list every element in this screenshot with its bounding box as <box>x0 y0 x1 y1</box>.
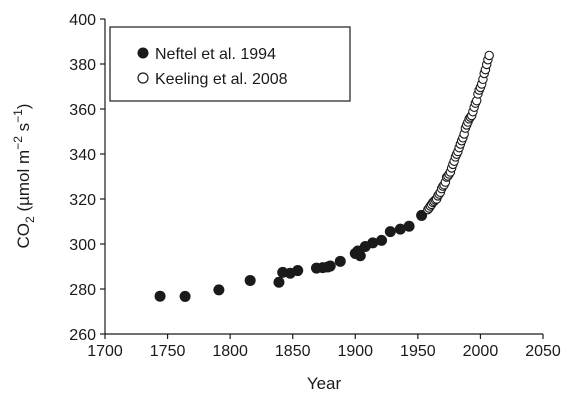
y-tick-label: 340 <box>69 147 96 164</box>
plot-frame <box>104 19 543 335</box>
legend-label-keeling: Keeling et al. 2008 <box>155 71 288 88</box>
y-title-unit: (µmol m <box>14 150 33 216</box>
y-tick-label: 260 <box>69 327 96 344</box>
neftel-data-point <box>394 223 406 235</box>
x-tick-label: 1700 <box>87 343 123 360</box>
y-title-end: ) <box>14 104 33 110</box>
y-tick-label: 280 <box>69 282 96 299</box>
keeling-data-point <box>484 50 494 61</box>
x-axis-title: Year <box>307 374 342 393</box>
y-tick-label: 320 <box>69 192 96 209</box>
legend: Neftel et al. 1994 Keeling et al. 2008 <box>109 26 351 102</box>
neftel-data-point <box>384 226 396 238</box>
neftel-data-point <box>292 265 304 277</box>
y-title-unit-mid: s <box>14 123 33 136</box>
y-tick-label: 400 <box>69 12 96 29</box>
y-title-base-subscript: 2 <box>23 216 37 223</box>
neftel-data-point <box>376 234 388 246</box>
y-title-base: CO <box>14 223 33 249</box>
legend-box <box>109 26 351 102</box>
x-tick-label: 1850 <box>275 343 311 360</box>
y-title-superscript-1: −2 <box>11 136 25 150</box>
neftel-data-point <box>324 260 336 272</box>
neftel-data-point <box>154 290 166 302</box>
neftel-data-point <box>273 276 285 288</box>
neftel-data-point <box>334 255 346 267</box>
x-tick-label: 2000 <box>463 343 499 360</box>
x-axis-ticks: 1700 1750 1800 1850 1900 1950 2000 2050 <box>87 334 561 360</box>
legend-label-neftel: Neftel et al. 1994 <box>155 46 276 63</box>
neftel-data-point <box>367 237 379 249</box>
neftel-data-point <box>354 250 366 262</box>
y-axis-ticks: 260 280 300 320 340 360 380 400 <box>69 12 105 344</box>
y-tick-label: 360 <box>69 102 96 119</box>
y-tick-label: 380 <box>69 57 96 74</box>
x-tick-label: 1900 <box>337 343 373 360</box>
neftel-data-point <box>403 220 415 232</box>
neftel-data-point <box>213 284 225 296</box>
y-title-superscript-2: −1 <box>11 109 25 123</box>
x-tick-label: 1750 <box>150 343 186 360</box>
y-axis-title: CO2 (µmol m−2 s−1) <box>11 104 37 249</box>
neftel-data-point <box>244 274 256 286</box>
neftel-data-point <box>179 290 191 302</box>
series-keeling-points <box>423 50 494 215</box>
legend-marker-neftel <box>137 47 149 59</box>
series-neftel-points <box>154 209 428 302</box>
legend-marker-keeling <box>137 72 149 84</box>
x-tick-label: 2050 <box>525 343 561 360</box>
y-tick-label: 300 <box>69 237 96 254</box>
x-tick-label: 1800 <box>212 343 248 360</box>
x-tick-label: 1950 <box>400 343 436 360</box>
